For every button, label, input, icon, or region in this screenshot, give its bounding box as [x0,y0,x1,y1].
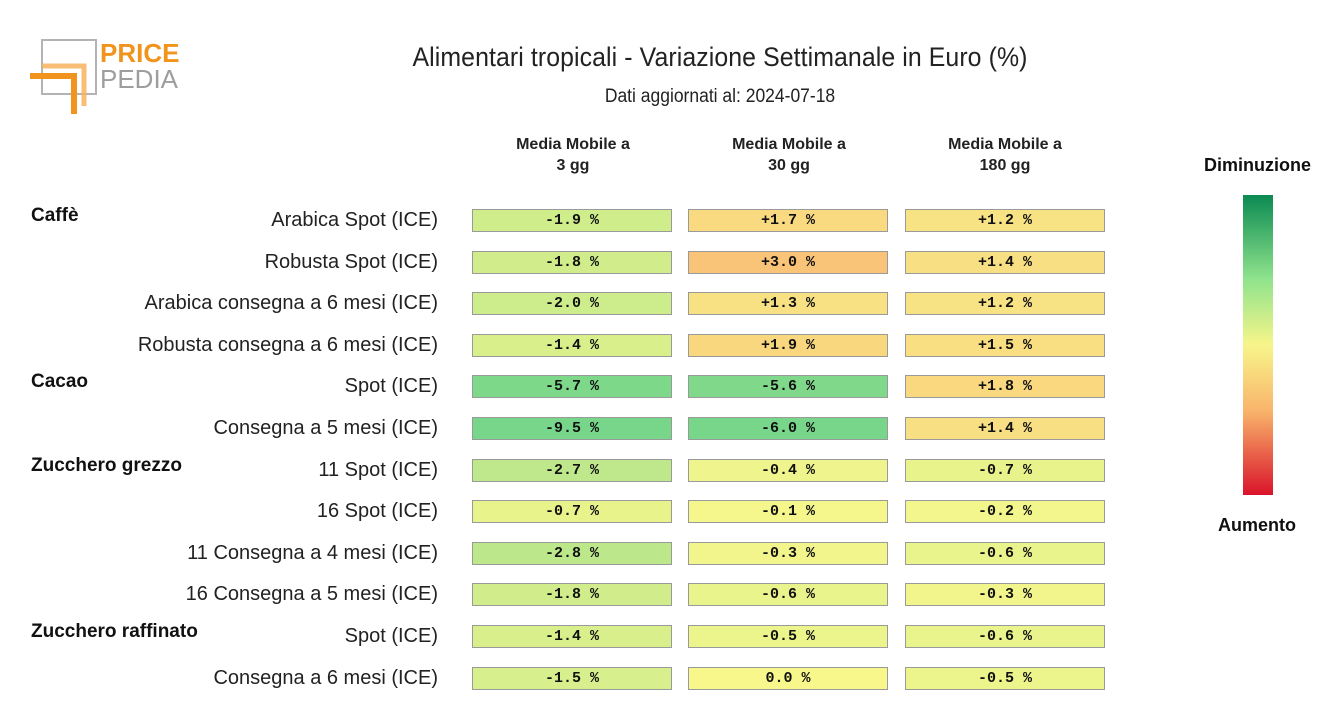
row-label: 16 Spot (ICE) [316,500,438,523]
row-label: 16 Consegna a 5 mesi (ICE) [185,583,438,606]
table-cell: -0.6 % [688,583,888,607]
table-cell: -2.8 % [472,541,672,565]
table-cell: -1.5 % [472,666,672,690]
table-cell: +1.5 % [905,333,1105,357]
table-cell: -0.7 % [905,458,1105,482]
table-cell: +1.2 % [905,292,1105,316]
legend-color-bar [1243,195,1273,495]
row-label: Consegna a 6 mesi (ICE) [213,666,438,689]
table-cell: +1.3 % [688,292,888,316]
chart-title: Alimentari tropicali - Variazione Settim… [412,42,1028,72]
table-cell: +1.9 % [688,333,888,357]
table-cell: -0.3 % [905,583,1105,607]
table-cell: -0.5 % [905,666,1105,690]
row-label: Arabica consegna a 6 mesi (ICE) [144,292,438,315]
table-cell: -1.8 % [472,583,672,607]
column-header: Media Mobile a 180 gg [948,136,1062,174]
group-label: Zucchero grezzo [31,454,182,476]
group-label: Caffè [31,205,79,226]
row-label: Spot (ICE) [344,625,438,647]
table-cell: -1.4 % [472,333,672,357]
table-cell: -0.6 % [905,541,1105,565]
table-cell: +1.4 % [905,250,1105,274]
table-cell: -2.7 % [472,458,672,482]
legend-bottom-label: Aumento [1218,515,1296,535]
table-cell: -0.1 % [688,500,888,524]
legend-top-label: Diminuzione [1204,155,1311,175]
table-cell: -1.9 % [472,209,672,232]
table-cell: -5.7 % [472,375,672,399]
table-cell: -9.5 % [472,417,672,440]
logo-text-pedia: PEDIA [100,64,179,94]
table-cell: +3.0 % [688,250,888,274]
table-cell: +1.7 % [688,209,888,232]
row-label: Consegna a 5 mesi (ICE) [213,417,438,439]
table-cell: -2.0 % [472,292,672,316]
table-cell: +1.2 % [905,209,1105,232]
column-header: Media Mobile a 3 gg [516,136,630,174]
table-cell: 0.0 % [688,666,888,690]
table-cell: +1.8 % [905,375,1105,399]
table-cell: -0.2 % [905,500,1105,524]
row-label: 11 Consegna a 4 mesi (ICE) [187,541,438,564]
table-cell: -0.3 % [688,541,888,565]
logo-text-price: PRICE [100,38,179,68]
table-cell: -0.4 % [688,458,888,482]
row-label: Robusta consegna a 6 mesi (ICE) [137,333,438,356]
table-cell: -6.0 % [688,417,888,440]
row-label: Arabica Spot (ICE) [271,209,438,231]
row-label: Robusta Spot (ICE) [264,250,438,273]
group-label: Zucchero raffinato [31,621,198,642]
table-cell: -0.6 % [905,625,1105,648]
row-label: 11 Spot (ICE) [318,458,438,481]
table-cell: -0.5 % [688,625,888,648]
table-cell: -1.4 % [472,625,672,648]
table-cell: -0.7 % [472,500,672,524]
pricepedia-logo: PRICE PEDIA [30,38,179,114]
group-label: Cacao [31,371,89,393]
table-cell: +1.4 % [905,417,1105,440]
chart-subtitle: Dati aggiornati al: 2024-07-18 [604,86,836,107]
column-header: Media Mobile a 30 gg [732,136,846,174]
table-cell: -1.8 % [472,250,672,274]
row-label: Spot (ICE) [344,375,438,398]
table-cell: -5.6 % [688,375,888,399]
